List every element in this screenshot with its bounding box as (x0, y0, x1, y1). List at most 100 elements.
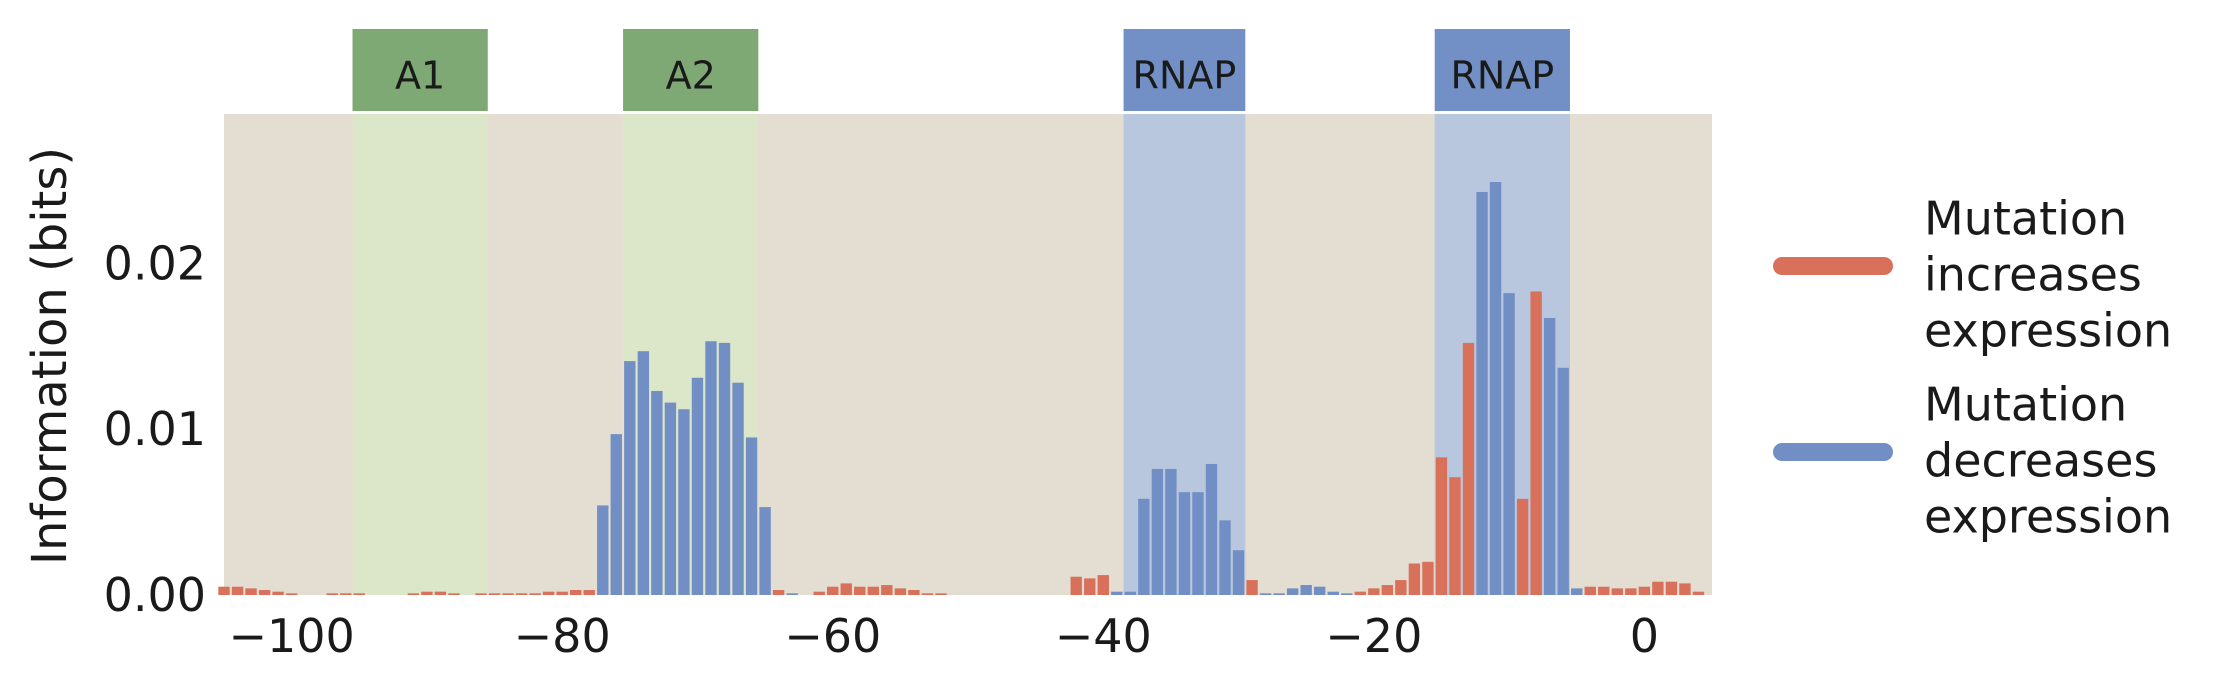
bar-pos--14-increase (1449, 477, 1461, 595)
bar-pos--17-increase (1408, 563, 1421, 595)
bar-pos--16-increase (1422, 561, 1434, 595)
legend-label-increase-line-2: increases (1924, 248, 2142, 302)
bar-pos--23-decrease (1327, 591, 1339, 595)
bar-pos--70-decrease (691, 377, 704, 595)
bar-pos--3-increase (1598, 586, 1610, 595)
bar-pos--33-decrease (1192, 492, 1204, 595)
region-box-rnap-3 (1123, 29, 1246, 111)
legend-label-decrease-line-1: Mutation (1924, 378, 2127, 432)
bar-pos--31-decrease (1219, 520, 1231, 595)
bar-pos--85-increase (488, 593, 501, 595)
bar-pos--102-increase (258, 590, 271, 595)
y-tick-label-0.00: 0.00 (104, 568, 206, 622)
bar-pos--24-decrease (1314, 586, 1326, 595)
bar-pos--65-decrease (759, 507, 771, 595)
x-tick-label--60: −60 (784, 609, 881, 663)
bar-pos--86-increase (475, 593, 487, 595)
legend-label-decrease-line-3: expression (1924, 490, 2172, 544)
bar-pos--27-decrease (1273, 593, 1285, 595)
bar-pos--59-increase (840, 583, 852, 595)
bar-pos--105-increase (218, 586, 230, 595)
bar-pos--21-increase (1354, 591, 1366, 595)
bar-pos--68-decrease (718, 342, 731, 595)
bar-pos--82-increase (529, 593, 541, 595)
region-label-rnap-3: RNAP (1133, 54, 1237, 98)
bar-pos--100-increase (285, 593, 298, 595)
bar-pos--57-increase (867, 586, 879, 595)
x-tick-label--80: −80 (514, 609, 611, 663)
bar-pos--42-increase (1070, 576, 1082, 595)
bar-pos--41-increase (1084, 578, 1096, 595)
bar-pos--56-increase (881, 585, 893, 595)
region-band-a1-1 (352, 114, 488, 595)
bar-pos--18-increase (1395, 580, 1407, 595)
bar-pos--58-increase (854, 586, 866, 595)
bar-pos--52-increase (935, 593, 947, 595)
bar-pos--4-increase (1584, 586, 1596, 595)
bar-pos--54-increase (908, 590, 920, 595)
bar-pos--67-decrease (732, 382, 744, 595)
bar-pos--96-increase (340, 593, 352, 595)
bar-pos--83-increase (515, 593, 528, 595)
bar-pos--81-increase (542, 591, 555, 595)
bar-pos-4-increase (1692, 591, 1705, 595)
bar-pos-1-increase (1652, 581, 1664, 595)
bar-pos--89-increase (434, 591, 447, 595)
region-label-a2-2: A2 (666, 54, 716, 98)
bar-pos--28-decrease (1259, 593, 1272, 595)
y-tick-label-0.02: 0.02 (104, 236, 206, 290)
bar-pos--74-decrease (637, 351, 650, 595)
bar-pos--61-increase (813, 591, 825, 595)
legend-label-increase-line-1: Mutation (1924, 192, 2127, 246)
x-axis-ticks: −100 −80 −60 −40 −20 0 (228, 609, 1659, 663)
bar-pos--1-increase (1625, 588, 1637, 595)
region-label-a1-1: A1 (395, 54, 445, 98)
bar-pos--7-decrease (1543, 318, 1556, 595)
bar-pos--91-increase (407, 593, 420, 595)
bar-pos--8-increase (1530, 291, 1542, 595)
bar-pos-2-increase (1665, 581, 1678, 595)
bar-pos--66-decrease (745, 437, 758, 595)
information-bars (218, 182, 1705, 595)
bar-pos--26-decrease (1286, 588, 1299, 595)
x-tick-label--40: −40 (1055, 609, 1152, 663)
bar-pos--20-increase (1368, 588, 1380, 595)
bar-pos--88-increase (448, 593, 460, 595)
bar-pos--30-decrease (1232, 550, 1245, 595)
bar-pos--36-decrease (1151, 468, 1164, 595)
bar-pos--97-increase (326, 593, 338, 595)
bar-pos--37-decrease (1138, 498, 1150, 595)
bar-pos--69-decrease (705, 341, 717, 595)
bar-pos--55-increase (894, 588, 907, 595)
legend: MutationincreasesexpressionMutationdecre… (1773, 192, 2172, 544)
y-axis-label: Information (bits) (22, 147, 78, 565)
bar-pos--63-decrease (786, 593, 798, 595)
bar-pos--104-increase (231, 586, 244, 595)
bar-pos--32-decrease (1205, 463, 1218, 595)
bar-pos--2-increase (1611, 588, 1623, 595)
bar-pos--73-decrease (651, 390, 663, 595)
bar-pos--11-decrease (1489, 182, 1502, 595)
x-tick-label--100: −100 (228, 609, 354, 663)
bar-pos--78-increase (583, 590, 595, 595)
region-box-rnap-4 (1434, 29, 1570, 111)
bar-pos--101-increase (272, 591, 284, 595)
bar-pos--64-increase (772, 590, 785, 595)
region-box-a2-2 (623, 29, 759, 111)
legend-label-increase-line-3: expression (1924, 304, 2172, 358)
y-axis-ticks: 0.00 0.01 0.02 (104, 236, 206, 622)
bar-pos--84-increase (502, 593, 514, 595)
bar-pos-3-increase (1679, 583, 1691, 595)
bar-pos--6-decrease (1557, 367, 1569, 595)
region-box-a1-1 (352, 29, 488, 111)
region-label-rnap-4: RNAP (1450, 54, 1554, 98)
bar-pos--22-decrease (1341, 593, 1353, 595)
bar-pos--103-increase (245, 588, 257, 595)
bar-pos--25-decrease (1300, 585, 1312, 595)
bar-pos--79-increase (570, 590, 582, 595)
bar-pos--35-decrease (1165, 468, 1177, 595)
bar-pos--95-increase (353, 593, 365, 595)
y-tick-label-0.01: 0.01 (104, 402, 206, 456)
